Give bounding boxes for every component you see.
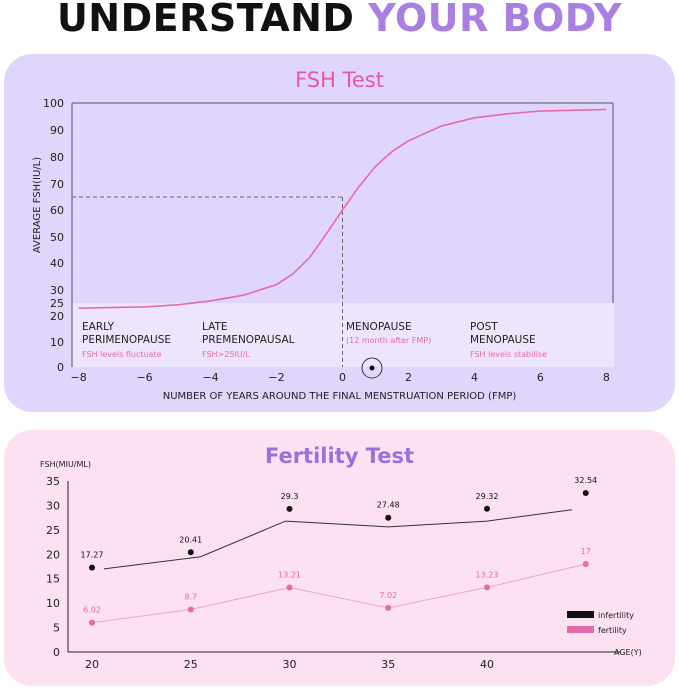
phase-name-line2: MENOPAUSE (470, 334, 536, 346)
y-tick-label: 15 (46, 573, 60, 586)
y-tick-label: 50 (50, 231, 64, 244)
fertility-chart-title: Fertility Test (264, 444, 415, 468)
infertility-point (286, 505, 293, 512)
infertility-point (187, 549, 194, 556)
x-tick-label: 20 (85, 658, 99, 671)
page-headline: UNDERSTAND YOUR BODY (0, 0, 679, 40)
x-tick-label: −8 (70, 371, 86, 384)
legend-swatch-fertility (567, 626, 594, 633)
y-axis-title: FSH(MIU/ML) (40, 460, 91, 469)
x-tick-label: 35 (381, 658, 395, 671)
fmp-marker-dot (369, 365, 375, 371)
fertility-point (89, 619, 95, 626)
fertility-line (91, 563, 586, 624)
y-tick-label: 20 (46, 548, 60, 561)
fertility-point (286, 584, 293, 591)
phase-name-line2: PREMENOPAUSAL (202, 334, 295, 346)
fertility-point (187, 606, 194, 613)
infertility-point (484, 505, 490, 512)
fertility-point (582, 561, 589, 568)
infertility-data-label: 17.27 (81, 551, 104, 560)
y-tick-label: 10 (50, 336, 64, 349)
phase-note: (12 month after FMP) (346, 336, 431, 345)
y-tick-label: 40 (50, 257, 64, 270)
phase-band (72, 303, 614, 367)
x-tick-label: 25 (184, 658, 198, 671)
fertility-data-label: 8.7 (184, 592, 197, 601)
legend-label-fertility: fertility (598, 626, 627, 635)
x-tick-label: 6 (537, 371, 544, 384)
infertility-data-label: 20.41 (179, 535, 202, 544)
fertility-data-label: 6.02 (83, 606, 101, 615)
infertility-point (89, 564, 95, 571)
x-tick-label: −4 (202, 371, 218, 384)
y-tick-label: 30 (50, 284, 64, 297)
x-axis-title: AGE(Y) (614, 648, 642, 657)
y-tick-label: 90 (50, 124, 64, 137)
y-tick-label: 35 (46, 475, 60, 488)
fsh-curve (78, 108, 607, 309)
y-tick-label: 70 (50, 178, 64, 191)
fertility-test-panel: Fertility Test (4, 430, 675, 686)
phase-name-line1: EARLY (82, 321, 115, 333)
fmp-marker-ring (361, 357, 383, 379)
fertility-data-label: 13.23 (476, 570, 499, 579)
infertility-data-label: 27.48 (377, 501, 400, 510)
x-tick-label: 4 (471, 371, 478, 384)
legend-label-infertility: infertility (598, 611, 634, 620)
phase-name-line1: MENOPAUSE (346, 321, 412, 333)
y-tick-label: 0 (57, 361, 64, 374)
headline-part2: YOUR BODY (368, 0, 623, 40)
fsh-chart-title: FSH Test (295, 68, 384, 92)
y-tick-label: 30 (46, 499, 60, 512)
x-axis-title: NUMBER OF YEARS AROUND THE FINAL MENSTRU… (163, 391, 517, 402)
fertility-point (385, 604, 392, 611)
y-tick-label: 100 (43, 97, 64, 110)
phase-name-line1: LATE (202, 321, 228, 333)
y-tick-label: 80 (50, 151, 64, 164)
headline-part1: UNDERSTAND (56, 0, 355, 40)
infertility-data-label: 29.3 (281, 492, 299, 501)
infertility-data-label: 32.54 (574, 476, 597, 485)
x-tick-label: 30 (283, 658, 297, 671)
y-tick-label: 60 (50, 204, 64, 217)
phase-note: FSH levels stabilise (470, 350, 547, 359)
x-tick-label: 8 (603, 371, 610, 384)
y-tick-label: 10 (46, 597, 60, 610)
y-axis-title: AVERAGE FSH(IU/L) (32, 157, 43, 253)
x-tick-label: −2 (268, 371, 284, 384)
x-tick-label: −6 (136, 371, 152, 384)
infertility-point (582, 490, 589, 497)
y-tick-label: 25 (46, 524, 60, 537)
phase-name-line1: POST (470, 321, 498, 333)
legend-swatch-infertility (567, 611, 594, 618)
x-tick-label: 0 (339, 371, 346, 384)
phase-note: FSH levels fluctuate (82, 350, 162, 359)
x-tick-label: 2 (405, 371, 412, 384)
y-tick-label: 5 (53, 622, 60, 635)
fertility-data-label: 17 (581, 547, 591, 556)
y-tick-label: 25 (50, 297, 64, 310)
phase-name-line2: PERIMENOPAUSE (82, 334, 171, 346)
x-tick-label: 40 (480, 658, 494, 671)
phase-note: FSH>25IU/L (202, 350, 250, 359)
infertility-point (385, 514, 392, 521)
fertility-data-label: 7.02 (379, 591, 397, 600)
y-tick-label: 20 (50, 310, 64, 323)
fertility-data-label: 13.21 (278, 570, 301, 579)
y-tick-label: 0 (53, 646, 60, 659)
fertility-point (484, 584, 490, 591)
infertility-data-label: 29.32 (476, 492, 499, 501)
infertility-trend-line (103, 509, 572, 570)
